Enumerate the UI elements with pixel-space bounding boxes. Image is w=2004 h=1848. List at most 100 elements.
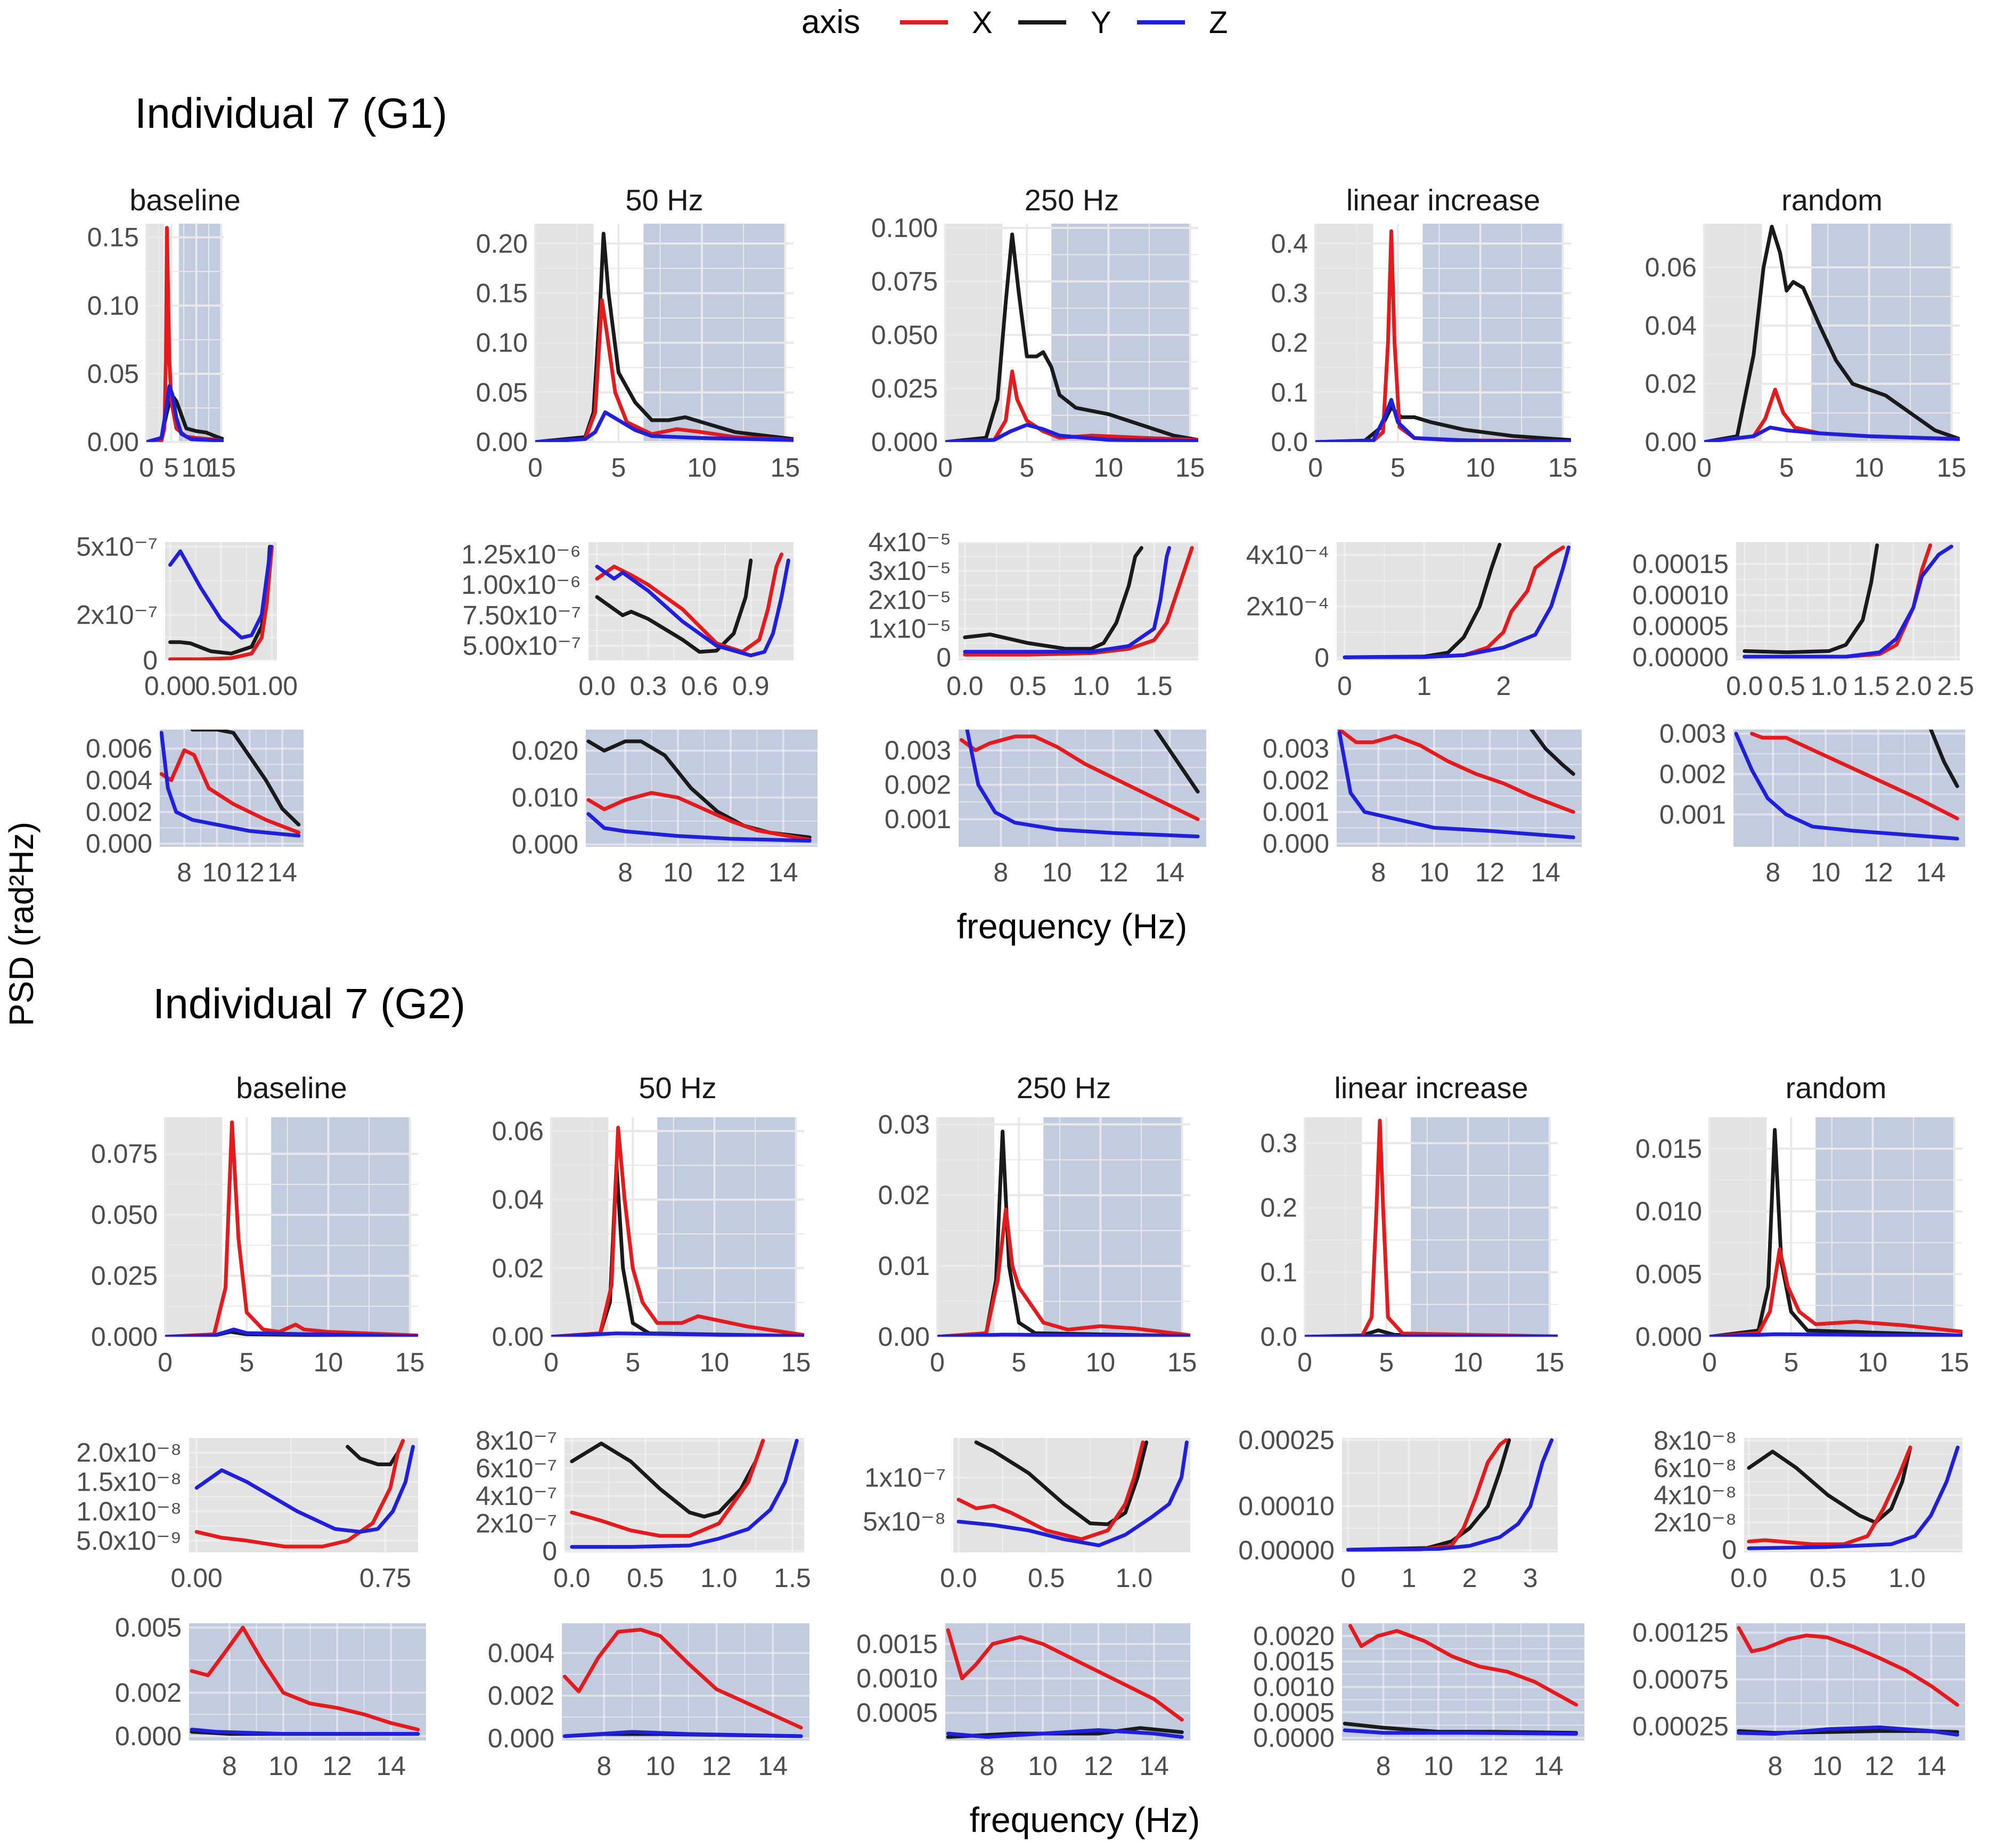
g1-c4-middle-panel: 0 1 2 0 2x10⁻⁴ 4x10⁻⁴ bbox=[1246, 540, 1571, 701]
g2-c1-top-x-tick-label: 15 bbox=[395, 1347, 425, 1377]
g1-c5-top-series-z-line bbox=[1704, 426, 1960, 442]
group-title-g2: Individual 7 (G2) bbox=[153, 980, 465, 1027]
g2-c1-top-y-tick-label: 0.000 bbox=[91, 1322, 158, 1352]
g2-c4-middle-x-tick-label: 0 bbox=[1341, 1563, 1356, 1593]
g1-c5-middle-x-tick-label: 1.0 bbox=[1811, 671, 1848, 701]
g2-c5-top-series-y-line bbox=[1709, 1128, 1962, 1337]
g1-c5-bottom-y-tick-label: 0.003 bbox=[1659, 719, 1726, 749]
g1-c2-middle-y-tick-label: 1.00x10⁻⁶ bbox=[461, 570, 581, 600]
g1-c4-bottom-panel: 8 10 12 14 0.0000.0010.0020.003 bbox=[1263, 730, 1582, 887]
g2-c1-middle-y-tick-label: 1.0x10⁻⁸ bbox=[76, 1497, 182, 1526]
g1-c4-top-y-tick-label: 0.1 bbox=[1271, 378, 1308, 407]
g1-c4-bottom-y-tick-label: 0.000 bbox=[1263, 829, 1329, 858]
g2-c2-top-y-tick-label: 0.06 bbox=[492, 1116, 544, 1146]
g2-c1-middle-panel-bg bbox=[189, 1438, 418, 1552]
g2-c5-middle-series-z-line bbox=[1747, 1445, 1960, 1550]
g1-c2-top-x-tick-label: 10 bbox=[687, 453, 717, 483]
g2-c3-middle-series-y-line bbox=[974, 1440, 1149, 1526]
g1-c2-top-shade-high bbox=[643, 224, 786, 442]
g2-c2-middle-x-tick-label: 0.0 bbox=[553, 1563, 591, 1593]
g2-c4-bottom-series-z-line bbox=[1343, 1728, 1578, 1736]
g1-c3-top-y-tick-label: 0.025 bbox=[871, 374, 938, 404]
g1-c3-top-series-y-line bbox=[945, 232, 1198, 442]
g2-c4-top-y-tick-label: 0.3 bbox=[1260, 1128, 1297, 1158]
g2-c4-top-y-tick-label: 0.0 bbox=[1260, 1322, 1297, 1352]
g2-c3-middle-x-tick-label: 1.0 bbox=[1116, 1563, 1153, 1593]
g1-c1-top-shade-high bbox=[178, 224, 222, 442]
g1-c4-top-shade-high bbox=[1422, 224, 1563, 442]
g2-c2-bottom-panel: 8 10 12 14 0.000 0.002 0.004 bbox=[488, 1623, 809, 1781]
g1-c2-middle-y-tick-label: 5.00x10⁻⁷ bbox=[463, 631, 581, 661]
g1-c4-middle-x-tick-label: 0 bbox=[1337, 671, 1352, 701]
g2-c4-top-shade-high bbox=[1411, 1117, 1550, 1337]
g2-c1-top-shade-high bbox=[271, 1117, 410, 1337]
facet-title: baseline bbox=[236, 1071, 347, 1105]
g1-c2-top-series-z-line bbox=[535, 410, 794, 442]
g2-c2-middle-y-tick-label: 8x10⁻⁷ bbox=[476, 1426, 557, 1455]
g1-c1-middle-x-tick-label: 1.00 bbox=[246, 671, 298, 701]
g2-c2-middle-y-tick-label: 4x10⁻⁷ bbox=[476, 1481, 557, 1511]
g2-c5-top-series-z-line bbox=[1709, 1332, 1962, 1337]
g1-c4-top-x-tick-label: 5 bbox=[1390, 453, 1405, 483]
x-axis-label-g2: frequency (Hz) bbox=[970, 1800, 1200, 1839]
g2-c5-bottom-y-tick-label: 0.00025 bbox=[1632, 1712, 1729, 1741]
g1-c2-top-x-tick-label: 15 bbox=[771, 453, 800, 483]
g2-c4-top-x-tick-label: 10 bbox=[1453, 1347, 1483, 1377]
g1-c3-middle-series-y-line bbox=[963, 546, 1143, 651]
g1-c2-top-x-tick-label: 0 bbox=[528, 453, 543, 483]
g2-c4-middle-series-z-line bbox=[1346, 1438, 1554, 1552]
g1-c3-bottom-y-tick-label: 0.002 bbox=[885, 770, 951, 800]
g1-c1-middle-x-tick-label: 0.50 bbox=[195, 671, 247, 701]
g2-c5-bottom-x-tick-label: 10 bbox=[1812, 1751, 1842, 1781]
g2-c3-bottom-y-tick-label: 0.0005 bbox=[856, 1698, 938, 1728]
g2-c2-bottom-x-tick-label: 10 bbox=[645, 1751, 675, 1781]
g1-c2-top-y-tick-label: 0.00 bbox=[476, 427, 528, 457]
g1-c4-bottom-x-tick-label: 12 bbox=[1475, 857, 1505, 887]
facet-title: random bbox=[1786, 1071, 1887, 1105]
g1-c2-middle-series-z-line bbox=[595, 558, 790, 658]
g1-c4-top-x-tick-label: 0 bbox=[1308, 453, 1323, 483]
g2-c1-middle-panel: 0.00 0.75 5.0x10⁻⁹1.0x10⁻⁸1.5x10⁻⁸2.0x10⁻⁸ bbox=[76, 1438, 418, 1593]
g1-c4-bottom-series-y-line bbox=[1529, 730, 1575, 776]
g2-c2-bottom-y-tick-label: 0.004 bbox=[488, 1638, 554, 1668]
g2-c3-bottom-series-z-line bbox=[946, 1728, 1184, 1739]
g2-c4-middle-y-tick-label: 0.00025 bbox=[1238, 1425, 1335, 1455]
g2-c3-top-y-tick-label: 0.00 bbox=[878, 1322, 930, 1352]
g2-c2-middle-y-tick-label: 0 bbox=[542, 1536, 557, 1566]
g2-c2-top-y-tick-label: 0.00 bbox=[492, 1322, 544, 1352]
g1-c3-middle-x-tick-label: 1.0 bbox=[1073, 671, 1110, 701]
g1-c1-bottom-y-tick-label: 0.006 bbox=[86, 734, 152, 764]
g1-c3-top-shade-high bbox=[1051, 224, 1190, 442]
g1-c1-middle-x-tick-label: 0.00 bbox=[144, 671, 196, 701]
g2-c5-bottom-panel: 8 10 12 14 0.00025 0.00075 0.00125 bbox=[1632, 1618, 1965, 1781]
g2-c4-bottom-y-tick-label: 0.0020 bbox=[1253, 1621, 1335, 1651]
g1-c1-bottom-series-y-line bbox=[190, 730, 301, 827]
g2-c5-top-x-tick-label: 5 bbox=[1784, 1347, 1798, 1377]
g1-c1-top-x-tick-label: 0 bbox=[139, 453, 154, 483]
g1-c4-top-y-tick-label: 0.3 bbox=[1271, 278, 1308, 308]
g1-c3-middle-y-tick-label: 1x10⁻⁵ bbox=[868, 614, 951, 643]
g2-c5-bottom-y-tick-label: 0.00125 bbox=[1632, 1618, 1729, 1648]
g1-c4-middle-y-tick-label: 2x10⁻⁴ bbox=[1246, 592, 1329, 622]
g1-c4-middle-y-tick-label: 0 bbox=[1314, 643, 1329, 673]
g1-c3-top-y-tick-label: 0.100 bbox=[871, 213, 938, 243]
g1-c3-top-y-tick-label: 0.075 bbox=[871, 267, 938, 297]
g2-c5-middle-series-x-line bbox=[1747, 1445, 1912, 1547]
g2-c2-top-x-tick-label: 0 bbox=[544, 1347, 559, 1377]
g2-c4-top-x-tick-label: 0 bbox=[1297, 1347, 1312, 1377]
g1-c2-bottom-panel: 8 10 12 14 0.000 0.010 0.020 bbox=[512, 730, 817, 887]
g2-c5-bottom-x-tick-label: 12 bbox=[1864, 1751, 1894, 1781]
g2-c2-top-x-tick-label: 5 bbox=[625, 1347, 640, 1377]
g1-c3-bottom-x-tick-label: 10 bbox=[1042, 857, 1072, 887]
g1-c3-bottom-series-x-line bbox=[959, 734, 1200, 821]
g1-c1-bottom-x-tick-label: 10 bbox=[202, 857, 232, 887]
g2-c2-top-shade-low bbox=[551, 1117, 609, 1337]
g1-c1-bottom-x-tick-label: 8 bbox=[177, 857, 192, 887]
g2-c4-top-x-tick-label: 15 bbox=[1535, 1347, 1565, 1377]
g1-c2-top-series-x-line bbox=[535, 298, 794, 442]
g1-c4-middle-x-tick-label: 1 bbox=[1417, 671, 1432, 701]
facet-title: linear increase bbox=[1346, 183, 1540, 217]
g1-c5-bottom-panel: 8 10 12 14 0.001 0.002 0.003 bbox=[1659, 719, 1965, 887]
g2-c2-middle-y-tick-label: 6x10⁻⁷ bbox=[476, 1453, 557, 1483]
